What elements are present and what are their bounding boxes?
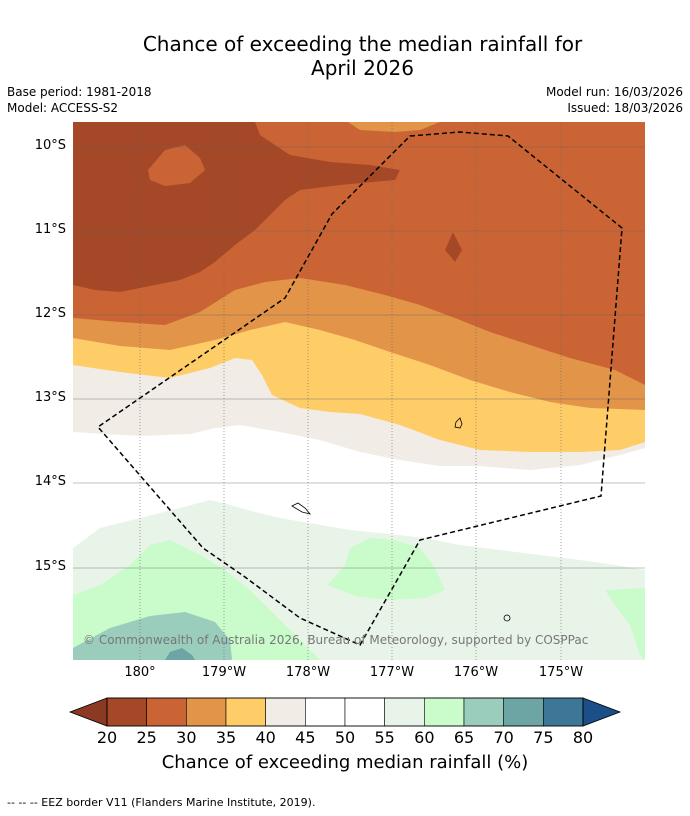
colorbar-segment [424, 697, 465, 727]
issued-date: Issued: 18/03/2026 [567, 101, 683, 115]
band-30-35-top [348, 122, 440, 132]
model-name: Model: ACCESS-S2 [7, 101, 119, 115]
colorbar-tick-label: 75 [533, 728, 554, 747]
copyright-notice: © Commonwealth of Australia 2026, Bureau… [83, 633, 589, 647]
band-60-65-b [328, 538, 445, 600]
model-info: Base period: 1981-2018 Model: ACCESS-S2 [7, 84, 152, 116]
colorbar-outline [106, 697, 584, 727]
lon-label-178w: 178°W [285, 665, 331, 680]
colorbar-tick-label: 70 [493, 728, 514, 747]
colorbar-segment [265, 697, 306, 727]
lat-label-10s: 10°S [34, 138, 66, 153]
base-period: Base period: 1981-2018 [7, 85, 152, 99]
island-contour [454, 417, 463, 429]
band-70-75 [165, 648, 195, 660]
colorbar-over-arrow [582, 697, 622, 727]
map-layers [73, 122, 645, 660]
colorbar-tick-label: 60 [414, 728, 435, 747]
eez-legend: -- -- -- EEZ border V11 (Flanders Marine… [7, 796, 316, 809]
lat-label-12s: 12°S [34, 306, 66, 321]
band-65-70 [73, 612, 232, 660]
colorbar-under-arrow [68, 697, 108, 727]
model-run: Model run: 16/03/2026 [545, 85, 683, 99]
colorbar-tick-label: 50 [334, 728, 356, 747]
colorbar-tick-label: 80 [572, 728, 594, 747]
title-line-1: Chance of exceeding the median rainfall … [142, 32, 583, 56]
lon-label-175w: 175°W [538, 665, 584, 680]
colorbar-segment [503, 697, 544, 727]
colorbar-segment [106, 697, 147, 727]
lon-label-179w: 179°W [201, 665, 247, 680]
title-line-2: April 2026 [311, 56, 414, 80]
colorbar-segment [146, 697, 187, 727]
islet-contour [503, 614, 511, 622]
colorbar-segment [384, 697, 425, 727]
colorbar-segment [225, 697, 266, 727]
colorbar-tick-label: 20 [96, 728, 118, 747]
gridlines-horizontal [73, 146, 645, 569]
colorbar-segment [305, 697, 346, 727]
colorbar-tick-label: 55 [374, 728, 395, 747]
band-20-25-patch [445, 232, 462, 262]
lat-label-11s: 11°S [34, 222, 66, 237]
lon-label-177w: 177°W [369, 665, 415, 680]
band-25-30-patch [148, 145, 205, 186]
colorbar-tick-label: 40 [255, 728, 276, 747]
run-info: Model run: 16/03/2026 Issued: 18/03/2026 [546, 84, 683, 116]
colorbar-segment [543, 697, 584, 727]
colorbar-label: Chance of exceeding median rainfall (%) [161, 752, 529, 773]
eez-border [96, 131, 623, 646]
chart-title: Chance of exceeding the median rainfall … [0, 32, 690, 80]
colorbar-tick-label: 30 [176, 728, 197, 747]
colorbar-segments [106, 697, 584, 727]
colorbar-tick-label: 25 [136, 728, 157, 747]
colorbar-segment [344, 697, 385, 727]
colorbar-segment [463, 697, 504, 727]
lon-label-176w: 176°W [453, 665, 499, 680]
lon-label-180: 180° [124, 665, 156, 680]
reef-contour [291, 502, 312, 515]
lat-label-13s: 13°S [34, 390, 66, 405]
colorbar-tick-label: 35 [215, 728, 237, 747]
lat-label-14s: 14°S [34, 474, 66, 489]
band-60-65-c [605, 588, 645, 660]
colorbar-tick-label: 45 [295, 728, 316, 747]
lat-label-15s: 15°S [34, 559, 66, 574]
colorbar-segment [186, 697, 227, 727]
colorbar-tick-label: 65 [453, 728, 475, 747]
